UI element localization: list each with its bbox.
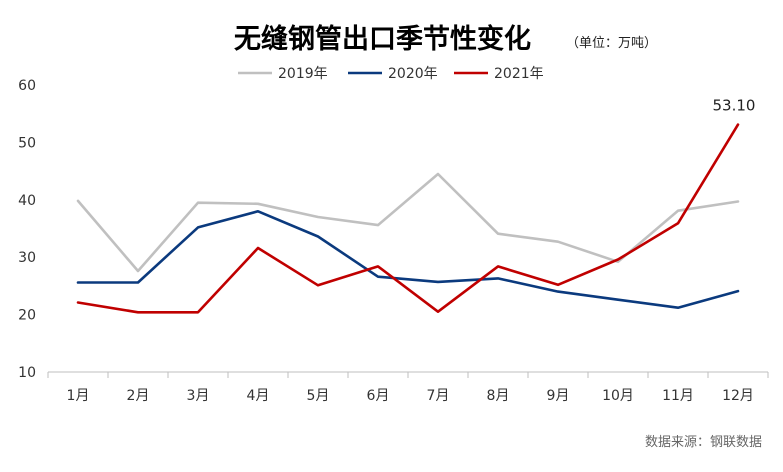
y-tick-label: 10 bbox=[18, 365, 36, 381]
data-labels: 53.10 bbox=[713, 97, 756, 115]
x-tick-label: 5月 bbox=[307, 388, 330, 404]
x-tick-label: 12月 bbox=[722, 388, 754, 404]
y-tick-label: 20 bbox=[18, 308, 36, 324]
x-tick-label: 9月 bbox=[547, 388, 570, 404]
y-tick-label: 40 bbox=[18, 193, 36, 209]
series-line-2020年 bbox=[76, 210, 740, 310]
unit-note: （单位：万吨） bbox=[566, 36, 657, 51]
x-tick-label: 1月 bbox=[67, 388, 90, 404]
legend: 2019年 2020年 2021年 bbox=[238, 66, 544, 82]
legend-label: 2019年 bbox=[278, 66, 328, 82]
x-tick-label: 7月 bbox=[427, 388, 450, 404]
legend-label: 2020年 bbox=[388, 66, 438, 82]
x-tick-label: 8月 bbox=[487, 388, 510, 404]
x-tick-label: 4月 bbox=[247, 388, 270, 404]
series-line-2021年 bbox=[76, 123, 740, 314]
y-tick-label: 50 bbox=[18, 135, 36, 151]
axes: 1月 2月 3月 4月 5月 6月 7月 8月 9月 10月 11月 12月 10 20 30 40 50 60 bbox=[18, 78, 769, 404]
y-tick-label: 30 bbox=[18, 250, 36, 266]
x-tick-label: 10月 bbox=[602, 388, 634, 404]
source-note: 数据来源：钢联数据 bbox=[645, 435, 762, 450]
x-tick-label: 11月 bbox=[662, 388, 694, 404]
chart-title: 无缝钢管出口季节性变化 bbox=[234, 23, 531, 55]
legend-label: 2021年 bbox=[494, 66, 544, 82]
series-line-2019年 bbox=[76, 172, 740, 273]
x-tick-label: 6月 bbox=[367, 388, 390, 404]
data-label: 53.10 bbox=[713, 97, 756, 115]
y-tick-label: 60 bbox=[18, 78, 36, 94]
x-tick-label: 2月 bbox=[127, 388, 150, 404]
series-group bbox=[76, 123, 740, 314]
x-tick-label: 3月 bbox=[187, 388, 210, 404]
